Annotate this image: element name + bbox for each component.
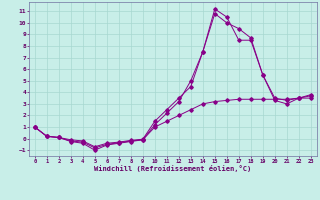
X-axis label: Windchill (Refroidissement éolien,°C): Windchill (Refroidissement éolien,°C) [94, 165, 252, 172]
